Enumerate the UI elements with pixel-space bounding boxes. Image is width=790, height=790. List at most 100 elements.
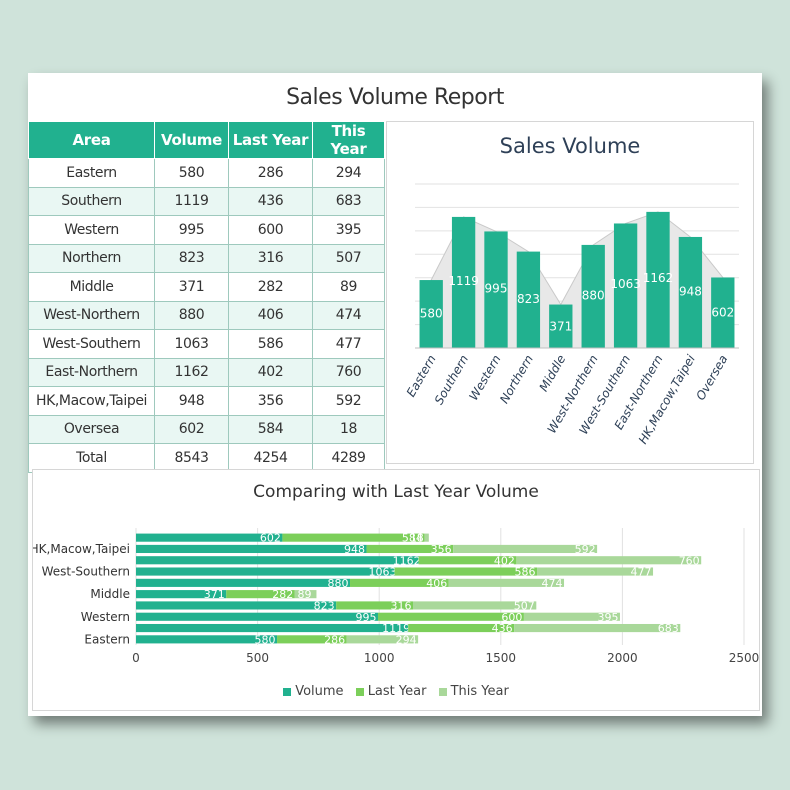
last-year-cell: 356 bbox=[228, 386, 313, 416]
data-label: 948 bbox=[344, 543, 365, 556]
category-label: Middle bbox=[90, 587, 130, 601]
table-row: West-Northern 880 406 474 bbox=[28, 300, 385, 330]
bar-segment bbox=[336, 601, 414, 610]
area-cell: Southern bbox=[28, 186, 155, 216]
bar-segment bbox=[136, 578, 351, 587]
data-label: 880 bbox=[582, 288, 605, 302]
this-year-cell: 477 bbox=[312, 329, 385, 359]
legend-label: Volume bbox=[295, 684, 344, 699]
this-year-cell: 294 bbox=[312, 158, 385, 188]
legend-swatch bbox=[283, 687, 292, 696]
area-cell: East-Northern bbox=[28, 357, 155, 387]
bar bbox=[646, 211, 670, 348]
volume-cell: 948 bbox=[154, 386, 229, 416]
area-cell: Western bbox=[28, 215, 155, 245]
bar-segment bbox=[350, 578, 449, 587]
last-year-cell: 286 bbox=[228, 158, 313, 188]
area-cell: West-Northern bbox=[28, 300, 155, 330]
tick-label: 0 bbox=[132, 651, 140, 665]
legend-item-volume: Volume bbox=[283, 684, 344, 699]
last-year-cell: 402 bbox=[228, 357, 313, 387]
data-label: 580 bbox=[420, 307, 443, 321]
bar bbox=[451, 216, 476, 348]
column-header-this-year: This Year bbox=[312, 121, 385, 159]
legend-label: This Year bbox=[450, 684, 509, 699]
data-label: 477 bbox=[631, 566, 652, 579]
data-label: 683 bbox=[658, 622, 679, 635]
table-row: West-Southern 1063 586 477 bbox=[28, 329, 385, 359]
data-label: 592 bbox=[575, 543, 596, 556]
area-cell: HK,Macow,Taipei bbox=[28, 386, 155, 416]
bar bbox=[549, 304, 573, 348]
category-label: Eastern bbox=[84, 632, 130, 646]
last-year-cell: 282 bbox=[228, 272, 313, 302]
data-label: 402 bbox=[494, 554, 515, 567]
bar bbox=[419, 280, 443, 348]
this-year-cell: 474 bbox=[312, 300, 385, 330]
column-header-volume: Volume bbox=[154, 121, 229, 159]
last-year-cell: 316 bbox=[228, 243, 313, 273]
table-body: Eastern 580 286 294 Southern 1119 436 683 Wester… bbox=[28, 158, 385, 473]
tick-label: 2500 bbox=[729, 651, 759, 665]
data-label: 948 bbox=[679, 284, 702, 298]
data-label: 602 bbox=[711, 305, 734, 319]
data-label: 995 bbox=[355, 611, 376, 624]
this-year-cell: 395 bbox=[312, 215, 385, 245]
tick-label: 500 bbox=[246, 651, 269, 665]
table-row: Western 995 600 395 bbox=[28, 215, 385, 245]
total-row: Total 8543 4254 4289 bbox=[28, 443, 385, 473]
bar-segment bbox=[377, 612, 524, 621]
bar-segment bbox=[136, 567, 395, 576]
bar-segment bbox=[136, 612, 378, 621]
category-label: Western bbox=[81, 610, 130, 624]
bar-segment bbox=[136, 533, 283, 542]
bar bbox=[516, 251, 541, 348]
data-label: 282 bbox=[272, 588, 293, 601]
bar-segment bbox=[413, 601, 537, 610]
last-year-cell: 406 bbox=[228, 300, 313, 330]
data-label: 602 bbox=[260, 532, 281, 545]
data-label: 880 bbox=[328, 577, 349, 590]
bar-segment bbox=[277, 635, 347, 644]
area-cell: Northern bbox=[28, 243, 155, 273]
bar-segment bbox=[136, 590, 227, 599]
legend-swatch bbox=[355, 687, 364, 696]
column-header-last-year: Last Year bbox=[228, 121, 313, 159]
volume-cell: 580 bbox=[154, 158, 229, 188]
bar-segment bbox=[408, 623, 515, 633]
tick-label: 1500 bbox=[486, 651, 517, 665]
bar-segment bbox=[537, 567, 654, 576]
bar-segment bbox=[136, 544, 367, 554]
volume-cell: 995 bbox=[154, 215, 229, 245]
table-row: Middle 371 282 89 bbox=[28, 272, 385, 302]
data-label: 371 bbox=[549, 319, 572, 333]
bar-segment bbox=[514, 623, 681, 633]
volume-cell: 371 bbox=[154, 272, 229, 302]
area-cell: West-Southern bbox=[28, 329, 155, 359]
bar-segment bbox=[282, 533, 425, 542]
bar-segment bbox=[136, 623, 409, 633]
data-label: 474 bbox=[542, 577, 563, 590]
data-label: 286 bbox=[324, 633, 345, 646]
volume-cell: 1119 bbox=[154, 186, 229, 216]
last-year-cell: 584 bbox=[228, 414, 313, 444]
data-label: 580 bbox=[255, 633, 276, 646]
volume-cell: 1063 bbox=[154, 329, 229, 359]
comparison-chart: Comparing with Last Year Volume 0 500 1000… bbox=[32, 469, 760, 711]
this-year-cell: 683 bbox=[312, 186, 385, 216]
data-label: 1063 bbox=[610, 277, 641, 291]
bar-segment bbox=[424, 533, 429, 542]
bar bbox=[678, 236, 703, 348]
category-label: West-Southern bbox=[42, 565, 130, 579]
data-label: 89 bbox=[297, 588, 311, 601]
data-label: 823 bbox=[314, 599, 335, 612]
data-label: 600 bbox=[501, 611, 522, 624]
data-label: 1162 bbox=[393, 554, 421, 567]
volume-cell: 602 bbox=[154, 414, 229, 444]
bar bbox=[581, 244, 605, 348]
data-label: 294 bbox=[396, 633, 417, 646]
legend-label: Last Year bbox=[367, 684, 427, 699]
table-row: HK,Macow,Taipei 948 356 592 bbox=[28, 386, 385, 416]
volume-cell: 880 bbox=[154, 300, 229, 330]
last-year-cell: 436 bbox=[228, 186, 313, 216]
